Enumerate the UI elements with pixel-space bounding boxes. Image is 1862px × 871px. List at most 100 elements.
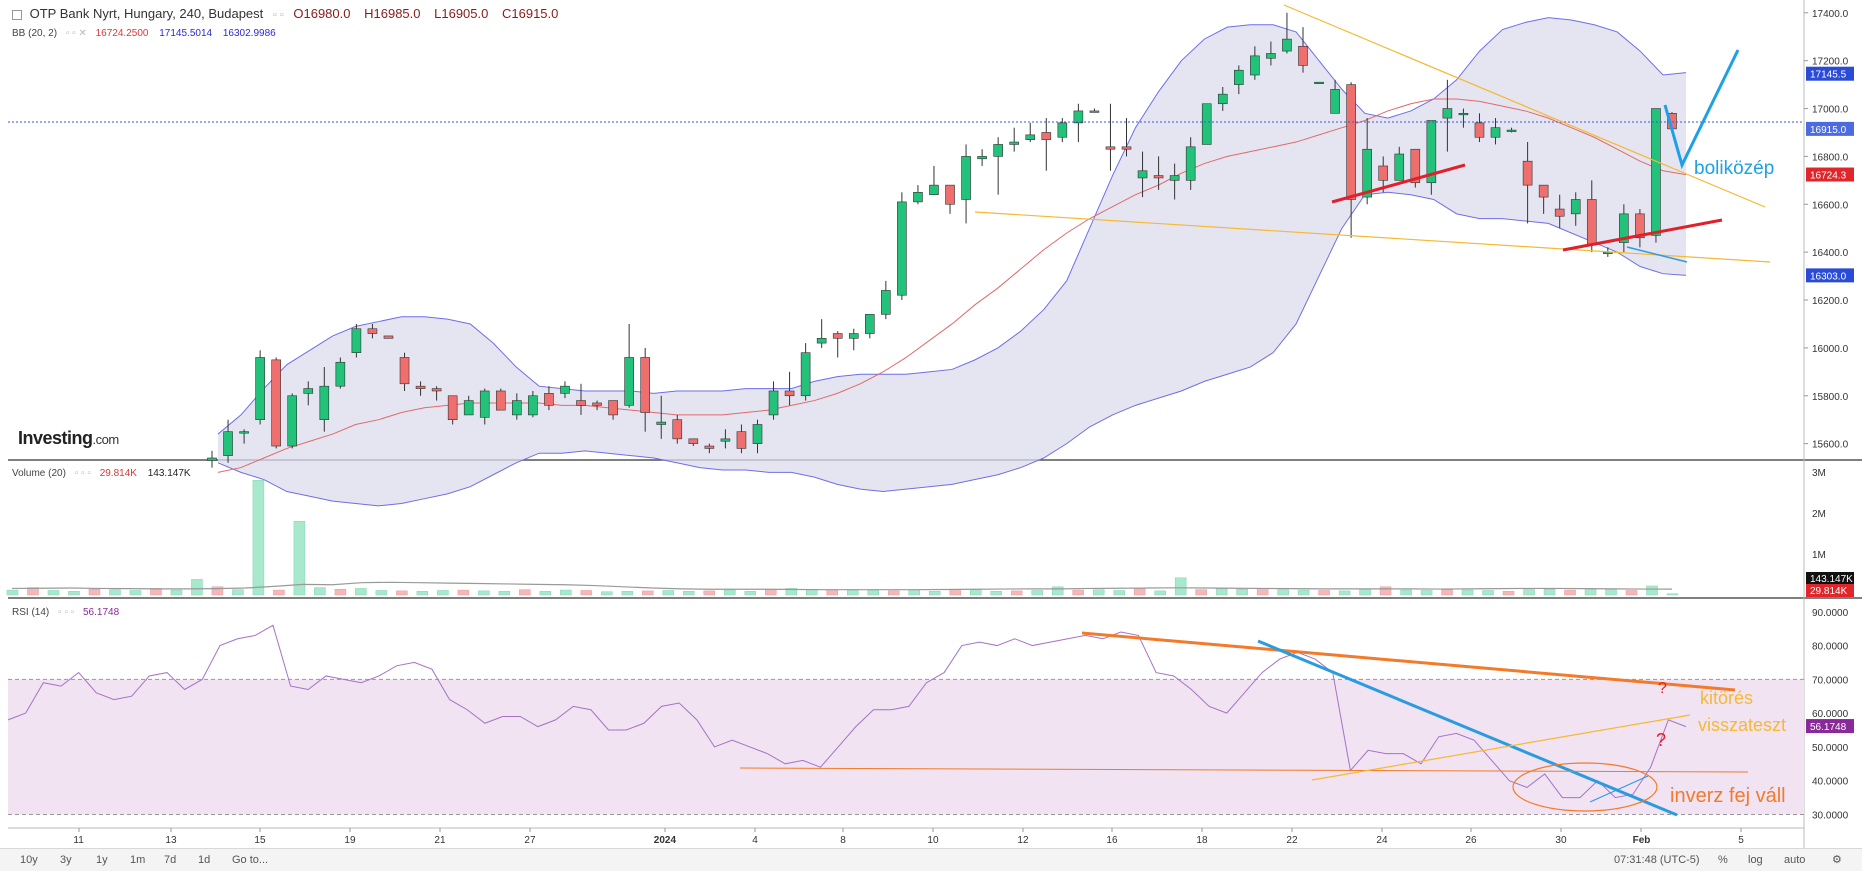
volume-bar xyxy=(1297,589,1310,596)
symbol-title[interactable]: OTP Bank Nyrt, Hungary, 240, Budapest xyxy=(29,6,264,21)
collapse-icon[interactable] xyxy=(12,9,22,20)
volume-bars xyxy=(6,479,1679,596)
ohlc-open: O16980.0 xyxy=(293,6,351,21)
candle-body xyxy=(1619,213,1629,243)
candle-body xyxy=(816,338,827,344)
volume-bar xyxy=(1625,590,1638,596)
bb-label[interactable]: BB (20, 2) xyxy=(12,28,58,39)
candle-body xyxy=(512,400,522,416)
settings-icons[interactable]: ▫ ▫ xyxy=(272,9,284,21)
volume-legend: Volume (20) ▫ ▫ ▫ 29.814K 143.147K xyxy=(12,468,191,479)
volume-bar xyxy=(355,588,367,596)
time-axis-label: Feb xyxy=(1633,835,1651,846)
candle-body xyxy=(688,438,699,444)
price-tick-label: 16000.0 xyxy=(1812,344,1849,355)
volume-bar xyxy=(785,588,798,596)
candle-body xyxy=(1298,45,1308,66)
volume-axis-label: 1M xyxy=(1812,550,1826,561)
volume-bar xyxy=(1666,593,1679,596)
time-axis-label: 11 xyxy=(73,835,84,846)
volume-bar xyxy=(867,589,879,596)
auto-toggle[interactable]: auto xyxy=(1784,854,1806,866)
volume-bar xyxy=(560,589,572,596)
range-10y[interactable]: 10y xyxy=(20,854,38,866)
ohlc-high: H16985.0 xyxy=(364,6,421,21)
rsi-line xyxy=(7,624,1687,799)
candle-body xyxy=(736,431,747,449)
volume-ma-line xyxy=(11,581,1673,591)
candle-body xyxy=(800,352,811,397)
candle-body xyxy=(528,395,538,416)
candle-body xyxy=(1137,170,1148,179)
log-toggle[interactable]: log xyxy=(1748,854,1763,866)
candle-body xyxy=(1314,81,1324,85)
volume-bar xyxy=(1400,589,1412,596)
volume-axis-label: 2M xyxy=(1812,509,1826,520)
bb-icons[interactable]: ▫ ▫ ✕ xyxy=(65,28,87,39)
range-1y[interactable]: 1y xyxy=(96,854,108,866)
volume-bar xyxy=(621,591,634,596)
range-1m[interactable]: 1m xyxy=(130,854,146,866)
bottom-toolbar: 10y 3y 1y 1m 7d 1d Go to... 07:31:48 (UT… xyxy=(0,848,1862,871)
volume-bar xyxy=(375,590,388,596)
volume-bar xyxy=(703,590,716,596)
tag-bb-middle: 16724.3 xyxy=(1810,171,1847,182)
volume-bar xyxy=(129,590,142,596)
candle-body xyxy=(1522,160,1533,186)
rsi-blue-small xyxy=(1589,775,1649,803)
time-axis-label: 2024 xyxy=(654,835,677,846)
annotation-question-1: ? xyxy=(1658,680,1667,697)
rsi-axis-label: 60.0000 xyxy=(1812,709,1849,720)
candle-body xyxy=(592,402,602,406)
volume-bar xyxy=(47,590,60,596)
tag-rsi: 56.1748 xyxy=(1810,722,1847,733)
candle-body xyxy=(1266,53,1276,59)
candle-body xyxy=(1250,55,1260,76)
volume-bar xyxy=(642,590,654,596)
candle-body xyxy=(784,390,795,397)
gear-icon[interactable]: ⚙ xyxy=(1832,854,1842,866)
volume-axis-label: 3M xyxy=(1812,468,1826,479)
price-tick-label: 17000.0 xyxy=(1812,105,1849,116)
candle-body xyxy=(271,359,281,447)
candle-body xyxy=(1635,213,1645,239)
candle-body xyxy=(1378,165,1389,181)
price-tick-label: 17400.0 xyxy=(1812,9,1849,20)
candle-body xyxy=(1394,153,1405,181)
volume-bar xyxy=(1564,589,1576,596)
rsi-orange-trendline xyxy=(1081,631,1736,692)
candle-body xyxy=(1201,103,1212,145)
volume-bar xyxy=(1154,590,1166,596)
volume-bar xyxy=(314,587,326,596)
volume-bar xyxy=(1338,590,1351,596)
bollinger-basis xyxy=(217,98,1687,473)
rsi-icons[interactable]: ▫ ▫ ▫ xyxy=(58,607,75,618)
candle-body xyxy=(1217,93,1228,105)
volume-bar xyxy=(969,589,982,596)
candle-body xyxy=(1089,110,1100,113)
volume-bar xyxy=(478,590,490,596)
goto-button[interactable]: Go to... xyxy=(232,854,269,866)
candle-body xyxy=(1330,89,1340,114)
candle-body xyxy=(1442,108,1453,119)
volume-bar xyxy=(1379,586,1392,596)
range-7d[interactable]: 7d xyxy=(164,854,177,866)
percent-toggle[interactable]: % xyxy=(1718,854,1728,866)
volume-bar xyxy=(1072,589,1084,596)
time-axis-label: 10 xyxy=(927,835,939,846)
candle-body xyxy=(1185,146,1196,181)
volume-label[interactable]: Volume (20) xyxy=(12,468,66,479)
tag-volume-ma-bg xyxy=(1806,572,1854,585)
candle-body xyxy=(255,357,265,421)
rsi-label[interactable]: RSI (14) xyxy=(12,607,50,618)
time-axis-label: 22 xyxy=(1286,835,1298,846)
volume-bar xyxy=(887,590,900,596)
range-1d[interactable]: 1d xyxy=(198,854,211,866)
volume-icons[interactable]: ▫ ▫ ▫ xyxy=(74,468,91,479)
candle-body xyxy=(881,290,891,315)
volume-bar xyxy=(416,591,429,596)
range-3y[interactable]: 3y xyxy=(60,854,72,866)
time-axis-label: 30 xyxy=(1555,835,1567,846)
bb-legend: BB (20, 2) ▫ ▫ ✕ 16724.2500 17145.5014 1… xyxy=(12,28,276,39)
